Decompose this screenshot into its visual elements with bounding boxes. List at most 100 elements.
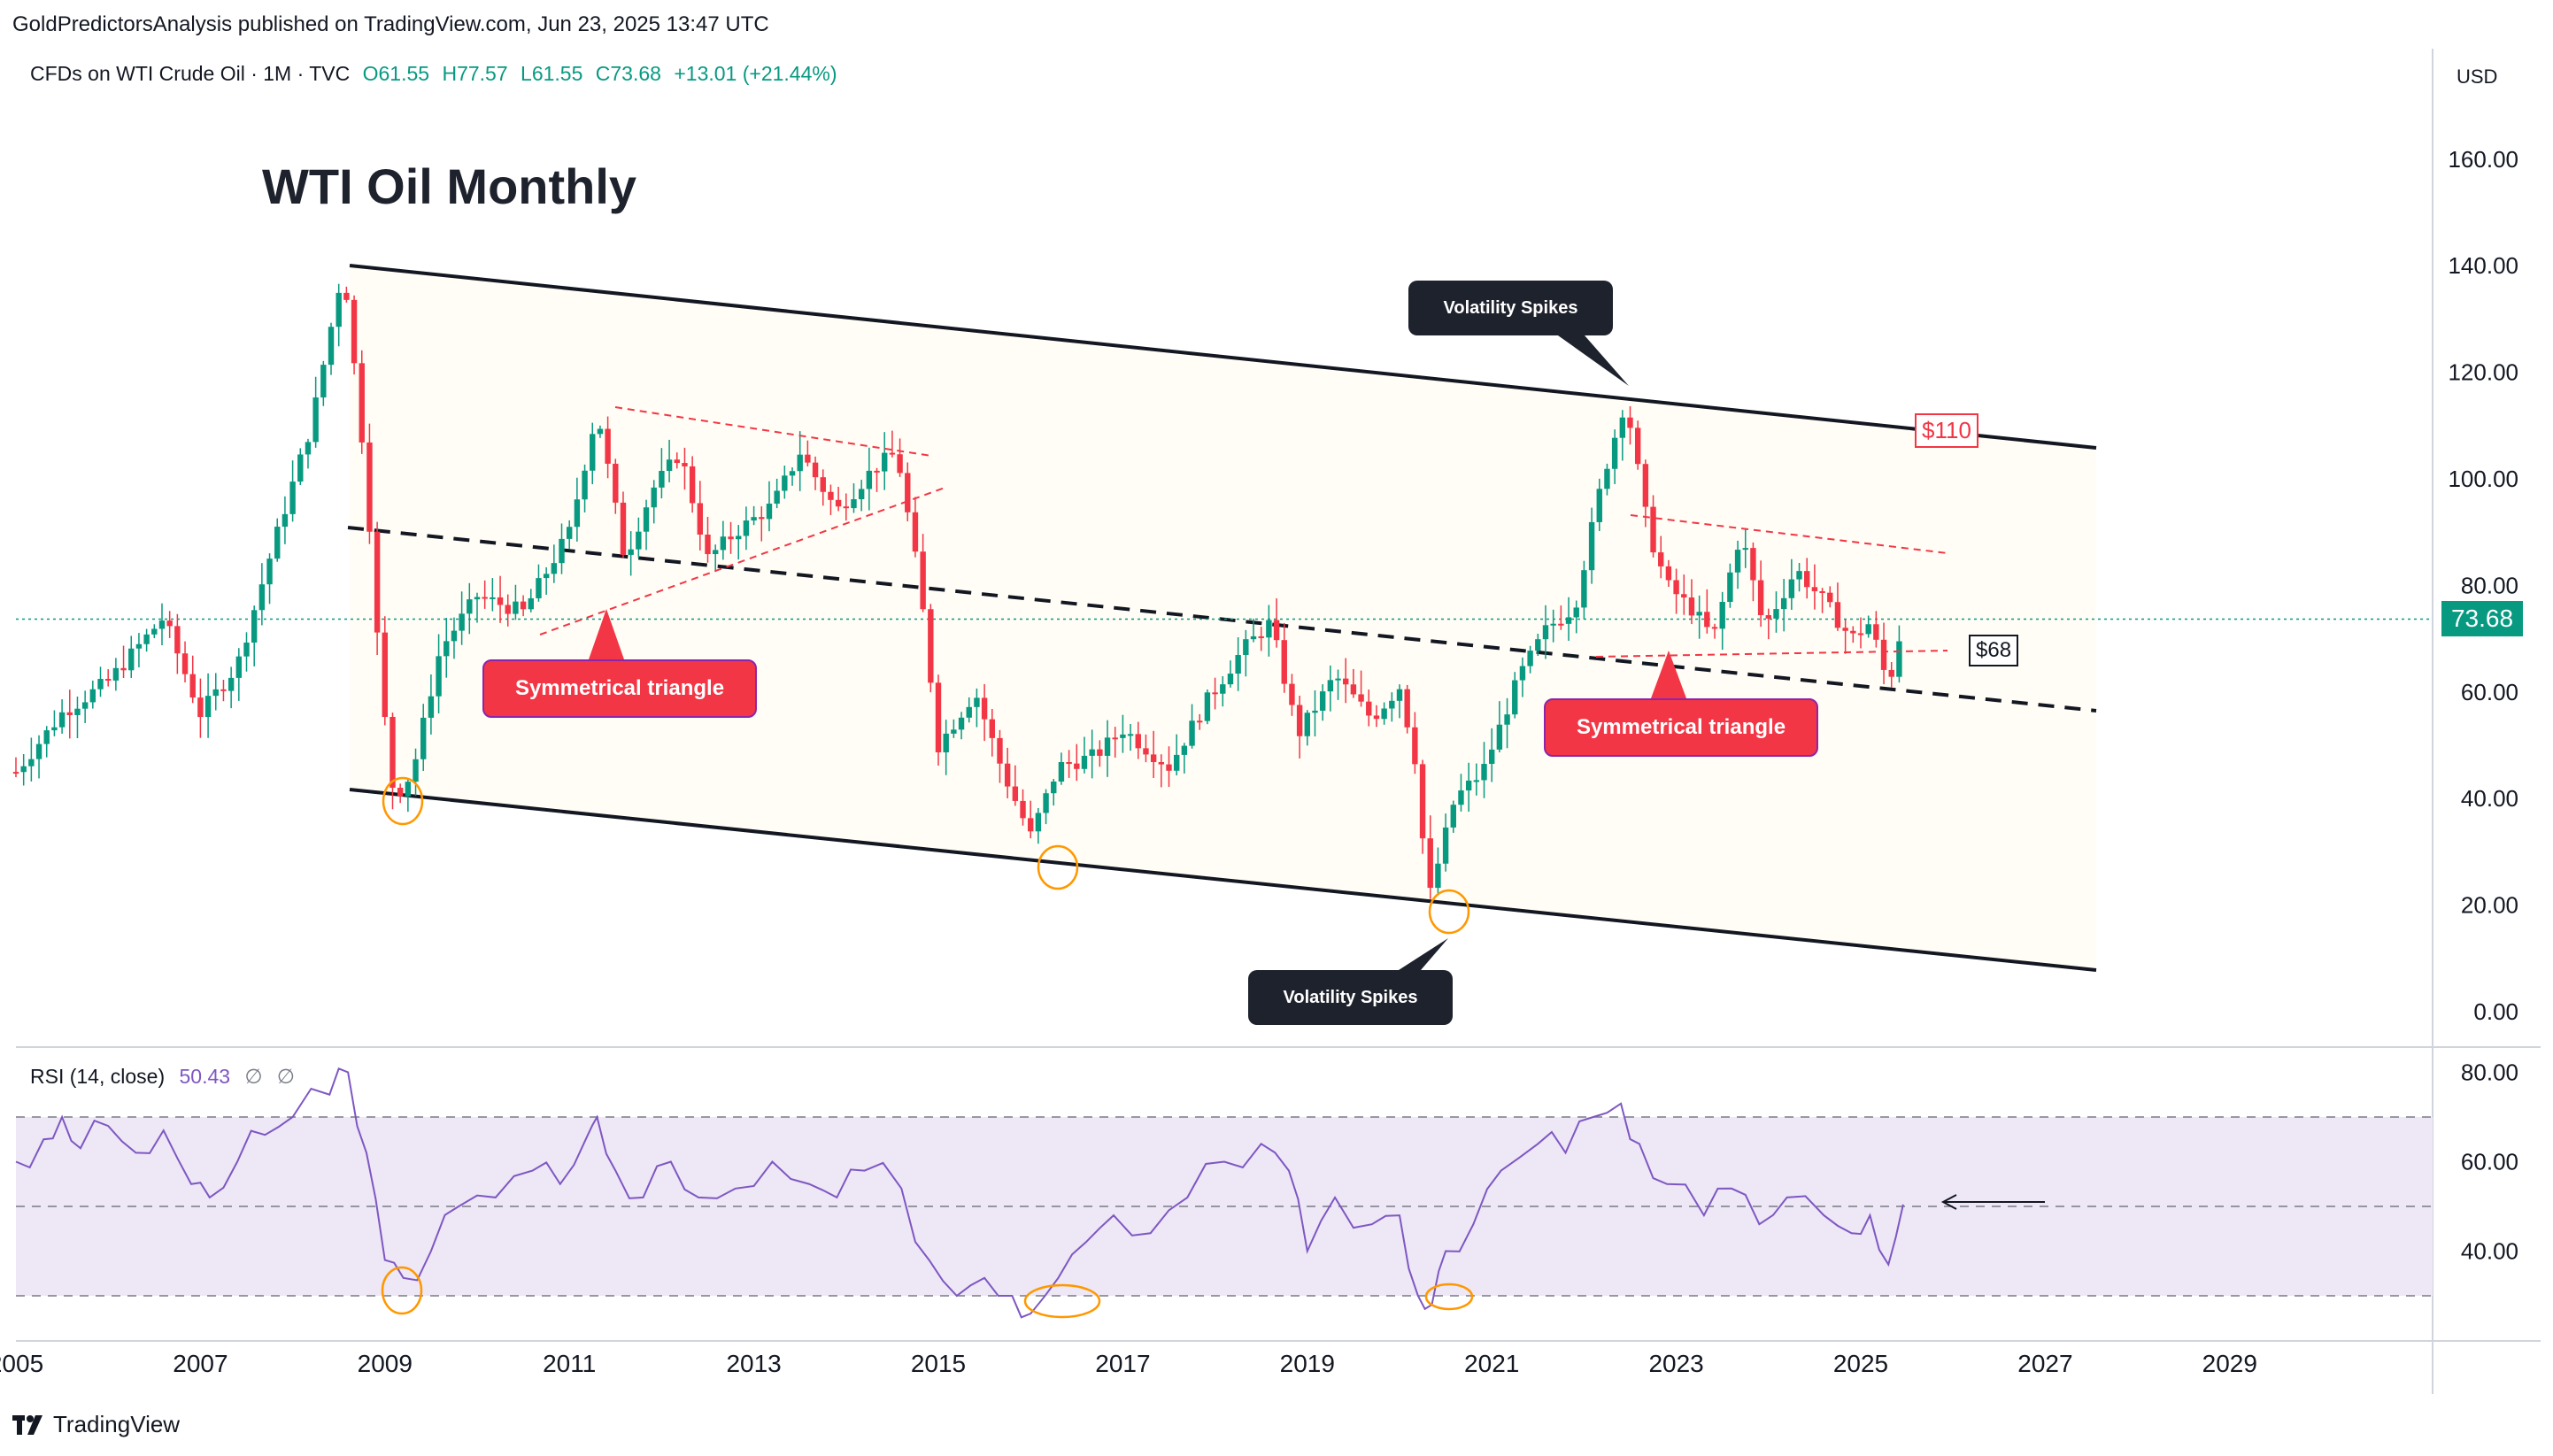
candle-body xyxy=(1727,572,1733,603)
candle-body xyxy=(1281,640,1287,684)
candle-body xyxy=(1658,552,1664,566)
candle-body xyxy=(1404,689,1410,728)
candle-body xyxy=(297,454,304,482)
rsi-highlight-circle-1 xyxy=(381,1266,423,1315)
tradingview-brand: TradingView xyxy=(53,1411,181,1437)
axes: 160.00 140.00 120.00 100.00 80.00 60.00 40.00 2… xyxy=(0,146,2518,1377)
candle-body xyxy=(443,641,450,657)
candle-body xyxy=(782,475,788,491)
candle-body xyxy=(812,462,819,478)
close-value: C73.68 xyxy=(595,62,661,85)
candle-body xyxy=(1719,602,1725,629)
candle-body xyxy=(1811,587,1818,591)
candle-body xyxy=(1235,655,1241,674)
rsi-highlight-circle-2 xyxy=(1023,1283,1101,1319)
candle-body xyxy=(459,613,465,631)
candle-body xyxy=(436,656,442,697)
candle-body xyxy=(1381,708,1387,720)
candle-body xyxy=(1804,571,1810,588)
candle-body xyxy=(28,759,35,767)
volatility-spikes-callout-bottom: Volatility Spikes xyxy=(1248,970,1453,1025)
candle-body xyxy=(397,788,404,797)
candle-body xyxy=(1473,780,1480,782)
candle-body xyxy=(1665,566,1672,581)
candle-body xyxy=(1043,793,1049,813)
candle-body xyxy=(1343,678,1349,685)
candle-body xyxy=(935,682,942,753)
time-axis-label: 2015 xyxy=(911,1350,966,1377)
candle-body xyxy=(1450,805,1456,828)
candle-body xyxy=(1104,737,1111,756)
candle-body xyxy=(1266,620,1272,638)
volatility-callout-bottom-pointer xyxy=(1399,938,1448,970)
candle-body xyxy=(1634,428,1641,465)
candle-body xyxy=(451,630,458,642)
candle-body xyxy=(1780,597,1787,610)
rsi-label[interactable]: RSI (14, close) xyxy=(30,1065,166,1088)
candle-body xyxy=(382,632,388,717)
candle-body xyxy=(1296,705,1303,736)
candle-body xyxy=(966,706,972,718)
candle-body xyxy=(474,597,481,600)
time-axis-label: 2007 xyxy=(173,1350,228,1377)
candle-body xyxy=(1373,715,1380,720)
candle-body xyxy=(636,531,642,550)
candle-body xyxy=(689,466,696,504)
candle-body xyxy=(897,454,903,474)
candle-body xyxy=(551,563,558,574)
candle-body xyxy=(328,327,335,366)
candle-body xyxy=(289,481,296,514)
price-axis-label: 40.00 xyxy=(2461,785,2518,812)
candle-body xyxy=(174,626,181,654)
candle-body xyxy=(43,730,50,744)
triangle-2-upper xyxy=(1630,514,1948,554)
rsi-na-1: ∅ xyxy=(244,1065,263,1088)
candles xyxy=(12,283,1902,899)
currency-label[interactable]: USD xyxy=(2457,65,2498,88)
candle-body xyxy=(928,609,934,683)
candle-body xyxy=(997,737,1003,764)
candle-body xyxy=(1243,639,1249,656)
rsi-arrowhead-icon xyxy=(1940,1194,1957,1210)
candle-body xyxy=(390,716,396,789)
candle-body xyxy=(582,470,588,500)
time-axis-label: 2019 xyxy=(1280,1350,1335,1377)
candle-body xyxy=(351,299,358,364)
candle-body xyxy=(1581,570,1587,608)
candle-body xyxy=(513,601,519,614)
candle-body xyxy=(1604,468,1610,489)
candle-body xyxy=(1166,764,1172,771)
candle-body xyxy=(81,702,89,709)
candle-body xyxy=(674,459,680,464)
candle-body xyxy=(1757,580,1764,616)
symbol-name[interactable]: CFDs on WTI Crude Oil · 1M · TVC xyxy=(30,62,351,85)
low-value: L61.55 xyxy=(521,62,583,85)
candle-body xyxy=(1389,700,1395,709)
candle-body xyxy=(1250,636,1257,640)
candle-body xyxy=(951,729,957,734)
triangle-1-upper xyxy=(614,406,932,457)
candle-body xyxy=(166,620,173,627)
price-axis-label: 0.00 xyxy=(2473,998,2518,1025)
candle-body xyxy=(1865,624,1871,635)
candle-body xyxy=(597,428,604,435)
candle-body xyxy=(989,719,995,738)
rsi-panel xyxy=(15,1067,2433,1319)
candle-body xyxy=(1158,761,1165,765)
candle-body xyxy=(851,499,857,509)
candle-body xyxy=(1227,674,1234,685)
candle-body xyxy=(1573,607,1579,618)
candle-body xyxy=(1089,749,1095,756)
candle-body xyxy=(505,605,511,614)
rsi-band-fill xyxy=(16,1117,2433,1296)
candle-body xyxy=(35,743,42,759)
tradingview-logo[interactable]: TradingView xyxy=(12,1411,180,1438)
candle-body xyxy=(1012,786,1019,801)
candle-body xyxy=(1489,749,1495,765)
candle-body xyxy=(1734,550,1741,573)
candle-body xyxy=(1550,623,1556,626)
candle-body xyxy=(1512,680,1518,715)
candle-body xyxy=(413,759,419,782)
